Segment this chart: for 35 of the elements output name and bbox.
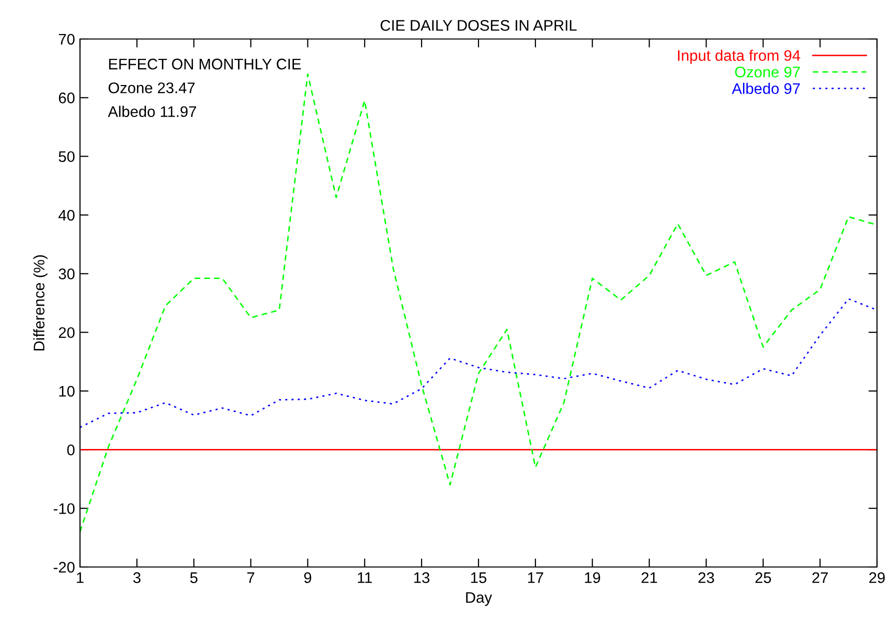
x-tick-label: 17: [528, 572, 544, 583]
x-tick-label: 23: [698, 572, 714, 584]
x-tick-label: 7: [247, 572, 254, 583]
y-tick-label: 0: [67, 444, 75, 456]
chart-title: CIE DAILY DOSES IN APRIL: [380, 20, 577, 31]
y-tick-label: 60: [58, 92, 75, 104]
x-tick-label: 5: [190, 572, 198, 584]
y-tick-label: 10: [59, 386, 75, 397]
annotation: EFFECT ON MONTHLY CIE: [109, 58, 301, 70]
x-tick-label: 25: [755, 572, 771, 584]
y-tick-label: 20: [58, 327, 75, 338]
x-tick-label: 29: [869, 572, 885, 584]
y-tick-label: -10: [54, 503, 75, 514]
y-axis-title: Difference (%): [33, 255, 48, 350]
x-tick-label: 21: [642, 572, 658, 583]
y-tick-label: -20: [54, 562, 75, 573]
legend-label: Input data from 94: [678, 50, 800, 64]
x-tick-label: 11: [358, 572, 372, 583]
y-tick-label: 70: [58, 34, 75, 45]
y-tick-label: 40: [58, 210, 75, 221]
line-series: [80, 298, 877, 428]
x-tick-label: 27: [812, 572, 828, 583]
annotation: Albedo 11.97: [108, 106, 196, 118]
y-tick-label: 30: [58, 268, 75, 280]
x-axis-title: Day: [466, 592, 492, 606]
x-tick-label: 3: [133, 572, 141, 584]
annotation: Ozone 23.47: [108, 82, 195, 94]
x-tick-label: 1: [76, 572, 84, 583]
x-tick-label: 13: [414, 572, 430, 584]
y-tick-label: 50: [58, 151, 75, 162]
x-tick-label: 9: [304, 572, 312, 584]
x-tick-label: 15: [471, 572, 486, 584]
legend-label: Ozone 97: [735, 66, 800, 78]
x-tick-label: 19: [585, 572, 600, 584]
legend-label: Albedo 97: [732, 82, 800, 94]
